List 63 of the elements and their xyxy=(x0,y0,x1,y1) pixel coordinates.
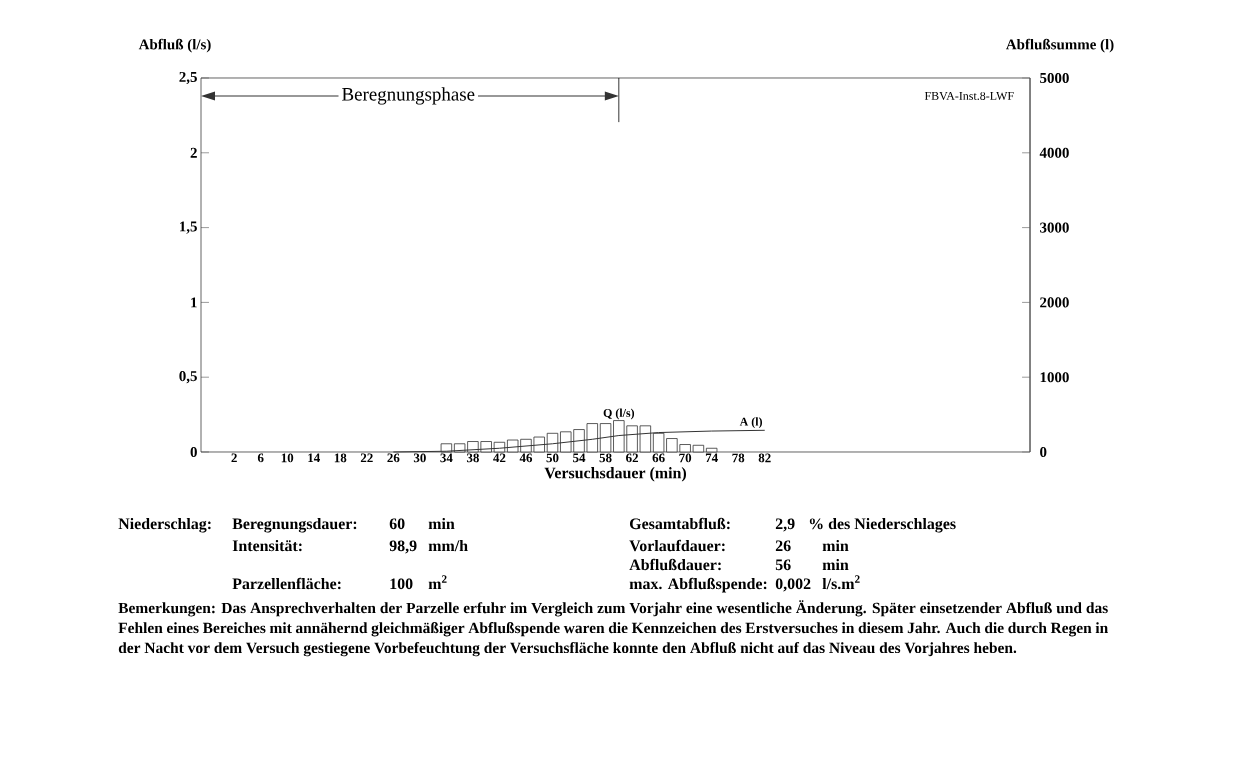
x-tick-label: 26 xyxy=(387,453,400,463)
text: 0,002 xyxy=(775,578,811,592)
text: 98,9 xyxy=(389,540,417,554)
y-tick-label: 0,5 xyxy=(179,371,197,384)
text: Vorlaufdauer: xyxy=(629,539,725,552)
text: Abflußdauer: xyxy=(629,558,721,571)
text: min xyxy=(428,517,455,529)
text: min xyxy=(822,558,849,570)
text: 60 xyxy=(389,518,405,530)
y-tick-label: 1 xyxy=(191,297,197,308)
y2-tick-label: 0 xyxy=(1040,446,1047,458)
x-tick-label: 50 xyxy=(546,453,559,463)
y2-tick-label: 2000 xyxy=(1040,297,1069,308)
text: 2,9 xyxy=(775,518,795,532)
text: max. Abflußspende: xyxy=(629,577,767,593)
y2-tick-label: 1000 xyxy=(1040,372,1069,383)
text: Gesamtabfluß: xyxy=(629,517,730,530)
x-tick-label: 78 xyxy=(732,453,745,463)
text: 26 xyxy=(775,540,791,552)
y2-tick-label: 5000 xyxy=(1040,72,1069,84)
text: Parzellenfläche: xyxy=(232,577,341,590)
text: Niederschlag: xyxy=(118,517,211,533)
x-tick-label: 22 xyxy=(360,453,373,463)
text: % des Niederschlages xyxy=(809,517,956,533)
x-tick-label: 2 xyxy=(231,453,237,463)
y-tick-label: 1,5 xyxy=(180,221,197,234)
series-label: Q (l/s) xyxy=(603,408,635,420)
text: Bemerkungen: Das Ansprechverhalten der Parzelle erfuhr im Vergleich zum Vorjahr eine wesentliche Änderung. Später einsetzender Abfluß und das Fehlen eines Bereiches mit annähernd gleichmäßiger Abflußspende waren die Kennzeichen des Erstversuches in diesem Jahr. Auch die durch Regen in der Nacht vor dem Versuch gestiegene Vorbefeuchtung der Versuchsfläche konnte den Abfluß nicht auf das Niveau des Vorjahres heben. xyxy=(118,600,1108,657)
annotation: Beregnungsphase xyxy=(342,87,475,105)
x-tick-label: 54 xyxy=(573,453,586,463)
x-tick-label: 6 xyxy=(257,453,264,463)
y2-tick-label: 3000 xyxy=(1040,222,1069,233)
x-tick-label: 10 xyxy=(281,453,294,463)
text: m$^{2}$ xyxy=(428,575,447,589)
series-label: A (l) xyxy=(739,417,762,429)
text: Intensität: xyxy=(232,539,302,552)
text: 56 xyxy=(775,559,791,571)
x-tick-label: 34 xyxy=(440,453,453,463)
y-tick-label: 0 xyxy=(190,446,197,458)
x-tick-label: 30 xyxy=(413,453,426,463)
x-tick-label: 66 xyxy=(652,453,665,463)
y2-tick-label: 4000 xyxy=(1039,147,1069,158)
x-axis-title: Versuchsdauer (min) xyxy=(544,467,687,482)
y-axis-title: Abfluß (l/s) xyxy=(138,38,211,53)
y2-axis-title: Abflußsumme (l) xyxy=(1005,38,1114,53)
annotation: FBVA-Inst.8-LWF xyxy=(924,91,1014,101)
text: Beregnungsdauer: xyxy=(232,517,357,533)
y-tick-label: 2,5 xyxy=(179,71,197,85)
x-tick-label: 70 xyxy=(679,453,692,463)
x-tick-label: 82 xyxy=(758,453,771,463)
text: mm/h xyxy=(428,539,468,552)
x-tick-label: 38 xyxy=(466,453,479,463)
x-tick-label: 46 xyxy=(519,453,533,463)
x-tick-label: 58 xyxy=(599,453,612,463)
x-tick-label: 62 xyxy=(626,453,639,463)
text: l/s.m$^{2}$ xyxy=(822,575,860,590)
x-tick-label: 18 xyxy=(334,453,347,463)
text: min xyxy=(822,539,849,551)
text: 100 xyxy=(390,578,413,590)
x-tick-label: 74 xyxy=(705,453,718,463)
y-tick-label: 2 xyxy=(190,147,197,158)
x-tick-label: 42 xyxy=(493,453,506,463)
x-tick-label: 14 xyxy=(308,453,320,463)
